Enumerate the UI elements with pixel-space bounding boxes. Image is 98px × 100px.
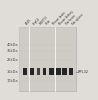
Bar — [56, 68, 61, 75]
Text: Hela: Hela — [45, 19, 52, 26]
Bar — [37, 68, 40, 75]
Bar — [19, 27, 76, 91]
Bar — [43, 68, 46, 75]
Bar — [23, 68, 27, 75]
Text: 15kDa: 15kDa — [7, 70, 18, 74]
Text: 25kDa: 25kDa — [7, 58, 18, 62]
Bar — [69, 68, 73, 75]
Bar — [19, 27, 76, 91]
Text: Rat spleen: Rat spleen — [71, 13, 84, 26]
Text: RPL32: RPL32 — [78, 70, 89, 74]
Text: Mouse brain: Mouse brain — [51, 11, 66, 26]
Text: 10kDa: 10kDa — [7, 79, 18, 83]
Bar — [63, 68, 67, 75]
Text: HepG2: HepG2 — [32, 16, 41, 26]
Bar — [49, 68, 54, 75]
Text: Rat brain: Rat brain — [65, 14, 76, 26]
Text: A549: A549 — [25, 18, 33, 26]
Text: Mouse kidney: Mouse kidney — [58, 10, 75, 26]
Text: 40kDa: 40kDa — [7, 43, 18, 47]
Text: NIH/3T3: NIH/3T3 — [38, 16, 49, 26]
Bar — [30, 68, 34, 75]
Text: 35kDa: 35kDa — [7, 49, 18, 53]
